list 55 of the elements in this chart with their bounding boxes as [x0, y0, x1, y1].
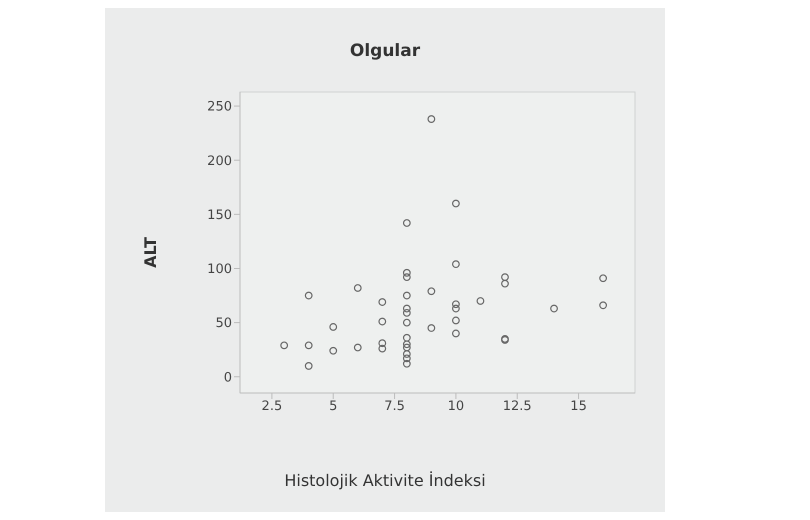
point	[304, 362, 313, 370]
x-tick-label: 12.5	[502, 399, 532, 414]
y-tick-label: 50	[215, 316, 232, 332]
point	[476, 297, 484, 305]
y-tick-label: 250	[207, 100, 232, 115]
point	[378, 298, 386, 306]
point	[402, 334, 411, 342]
point	[452, 300, 460, 308]
point	[402, 273, 411, 282]
y-tick-label: 200	[207, 154, 232, 169]
point	[427, 115, 436, 123]
point	[402, 350, 411, 358]
y-tick-label: 0	[224, 370, 232, 386]
point	[402, 304, 411, 312]
point	[501, 280, 509, 288]
point	[427, 324, 436, 332]
y-tick-label: 150	[207, 208, 232, 223]
x-tick-label: 2.5	[262, 399, 282, 414]
point	[550, 304, 558, 312]
point	[402, 308, 411, 317]
x-tick-label: 5	[329, 399, 338, 414]
point	[378, 344, 386, 353]
x-tick-label: 10	[448, 399, 464, 414]
point	[378, 318, 386, 326]
point	[402, 268, 411, 277]
point	[402, 354, 411, 362]
point	[599, 301, 608, 310]
point	[452, 330, 460, 338]
point	[427, 287, 436, 296]
point	[452, 316, 460, 324]
y-tick-label: 100	[207, 262, 232, 278]
point	[378, 339, 386, 348]
point	[402, 360, 411, 368]
x-tick-label: 15	[570, 399, 587, 414]
y-axis-title: ALT	[140, 237, 160, 268]
x-axis-title: Histolojik Aktivite İndeksi	[283, 471, 487, 490]
x-tick-label: 7.5	[384, 399, 405, 414]
point	[452, 200, 460, 208]
point	[280, 341, 288, 350]
point	[402, 340, 411, 348]
point	[329, 323, 338, 331]
point	[402, 344, 411, 352]
point	[402, 292, 411, 300]
point	[354, 344, 362, 352]
point	[304, 292, 313, 300]
point	[452, 260, 460, 268]
point	[354, 284, 362, 292]
point	[304, 341, 313, 350]
point	[501, 273, 509, 282]
chart-title: Olgular	[348, 41, 422, 61]
point	[599, 274, 608, 282]
point	[402, 219, 411, 227]
point	[402, 318, 411, 327]
point	[452, 304, 460, 312]
point	[329, 346, 338, 355]
